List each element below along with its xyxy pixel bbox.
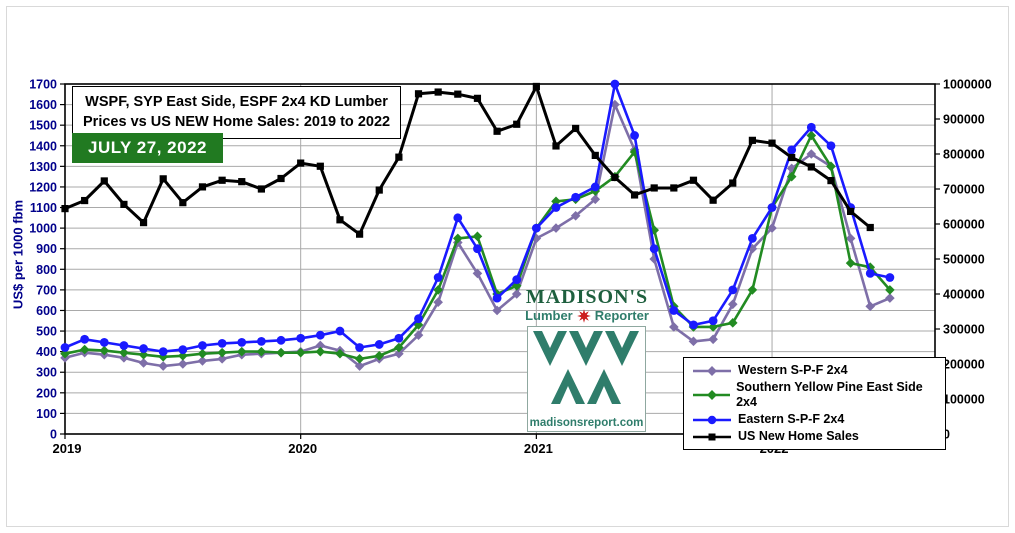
svg-text:200: 200 <box>36 386 57 400</box>
svg-text:900: 900 <box>36 242 57 256</box>
svg-text:100: 100 <box>36 407 57 421</box>
svg-text:300: 300 <box>36 366 57 380</box>
svg-text:500: 500 <box>36 325 57 339</box>
legend-item-western-spf-2x4: Western S-P-F 2x4 <box>692 363 937 378</box>
left-axis-labels: 0 100 200 300 400 500 600 700 800 900 1000 1100 1200… <box>29 78 65 442</box>
right-axis-labels: 0 100000 200000 300000 400000 500000 600000 700… <box>935 78 992 442</box>
svg-text:400: 400 <box>36 345 57 359</box>
logo-triangles-icon <box>532 331 639 404</box>
svg-text:800000: 800000 <box>943 148 985 162</box>
svg-text:1400: 1400 <box>29 139 57 153</box>
legend-diamond-marker-icon <box>693 390 731 400</box>
chart-title-box: WSPF, SYP East Side, ESPF 2x4 KD Lumber … <box>72 86 402 139</box>
svg-text:400000: 400000 <box>943 288 985 302</box>
svg-text:2020: 2020 <box>288 441 317 456</box>
logo-sub-right: Reporter <box>594 308 649 323</box>
svg-text:1700: 1700 <box>29 78 57 92</box>
svg-text:700000: 700000 <box>943 183 985 197</box>
svg-text:300000: 300000 <box>943 323 985 337</box>
legend-label: US New Home Sales <box>738 429 859 443</box>
legend-item-us-new-home-sales: US New Home Sales <box>692 429 937 444</box>
logo-box: madisonsreport.com <box>527 326 646 432</box>
legend-item-eastern-spf-2x4: Eastern S-P-F 2x4 <box>692 412 937 427</box>
logo-url: madisonsreport.com <box>529 417 644 429</box>
logo-subline: Lumber Reporter <box>517 308 657 323</box>
svg-text:900000: 900000 <box>943 113 985 127</box>
series-eastern-spf-2x4 <box>60 79 895 357</box>
legend-diamond-marker-icon <box>693 365 731 376</box>
svg-text:800: 800 <box>36 263 57 277</box>
svg-text:1500: 1500 <box>29 119 57 133</box>
date-badge: JULY 27, 2022 <box>72 133 223 163</box>
maple-leaf-icon <box>576 308 591 323</box>
legend-label: Western S-P-F 2x4 <box>738 363 848 377</box>
svg-text:1600: 1600 <box>29 98 57 112</box>
svg-text:700: 700 <box>36 283 57 297</box>
svg-text:100000: 100000 <box>943 393 985 407</box>
series-us-new-home-sales <box>61 82 874 238</box>
svg-text:600: 600 <box>36 304 57 318</box>
chart-title-line1: WSPF, SYP East Side, ESPF 2x4 KD Lumber <box>85 94 388 110</box>
svg-text:1000: 1000 <box>29 222 57 236</box>
svg-text:1100: 1100 <box>30 201 57 215</box>
legend-label: Eastern S-P-F 2x4 <box>738 412 845 426</box>
svg-text:600000: 600000 <box>943 218 985 232</box>
legend-circle-marker-icon <box>693 415 731 424</box>
legend-item-syp-east-side-2x4: Southern Yellow Pine East Side 2x4 <box>692 380 937 410</box>
svg-text:2021: 2021 <box>524 441 553 456</box>
svg-text:0: 0 <box>943 428 950 442</box>
x-axis-labels: 2019202020212022 <box>53 434 789 456</box>
legend-label: Southern Yellow Pine East Side 2x4 <box>736 380 923 409</box>
legend-square-marker-icon <box>693 433 731 440</box>
logo-sub-left: Lumber <box>525 308 573 323</box>
chart-title-line2: Prices vs US NEW Home Sales: 2019 to 202… <box>83 114 391 131</box>
svg-text:0: 0 <box>50 428 57 442</box>
svg-text:1000000: 1000000 <box>943 78 992 92</box>
y-axis-title: US$ per 1000 fbm <box>10 199 26 310</box>
svg-text:500000: 500000 <box>943 253 985 267</box>
legend: Western S-P-F 2x4 Southern Yellow Pine Ea… <box>683 357 946 450</box>
svg-text:1300: 1300 <box>29 160 57 174</box>
svg-text:200000: 200000 <box>943 358 985 372</box>
logo-wordmark: MADISON'S <box>525 286 649 308</box>
svg-text:2019: 2019 <box>53 441 82 456</box>
svg-text:1200: 1200 <box>29 180 57 194</box>
